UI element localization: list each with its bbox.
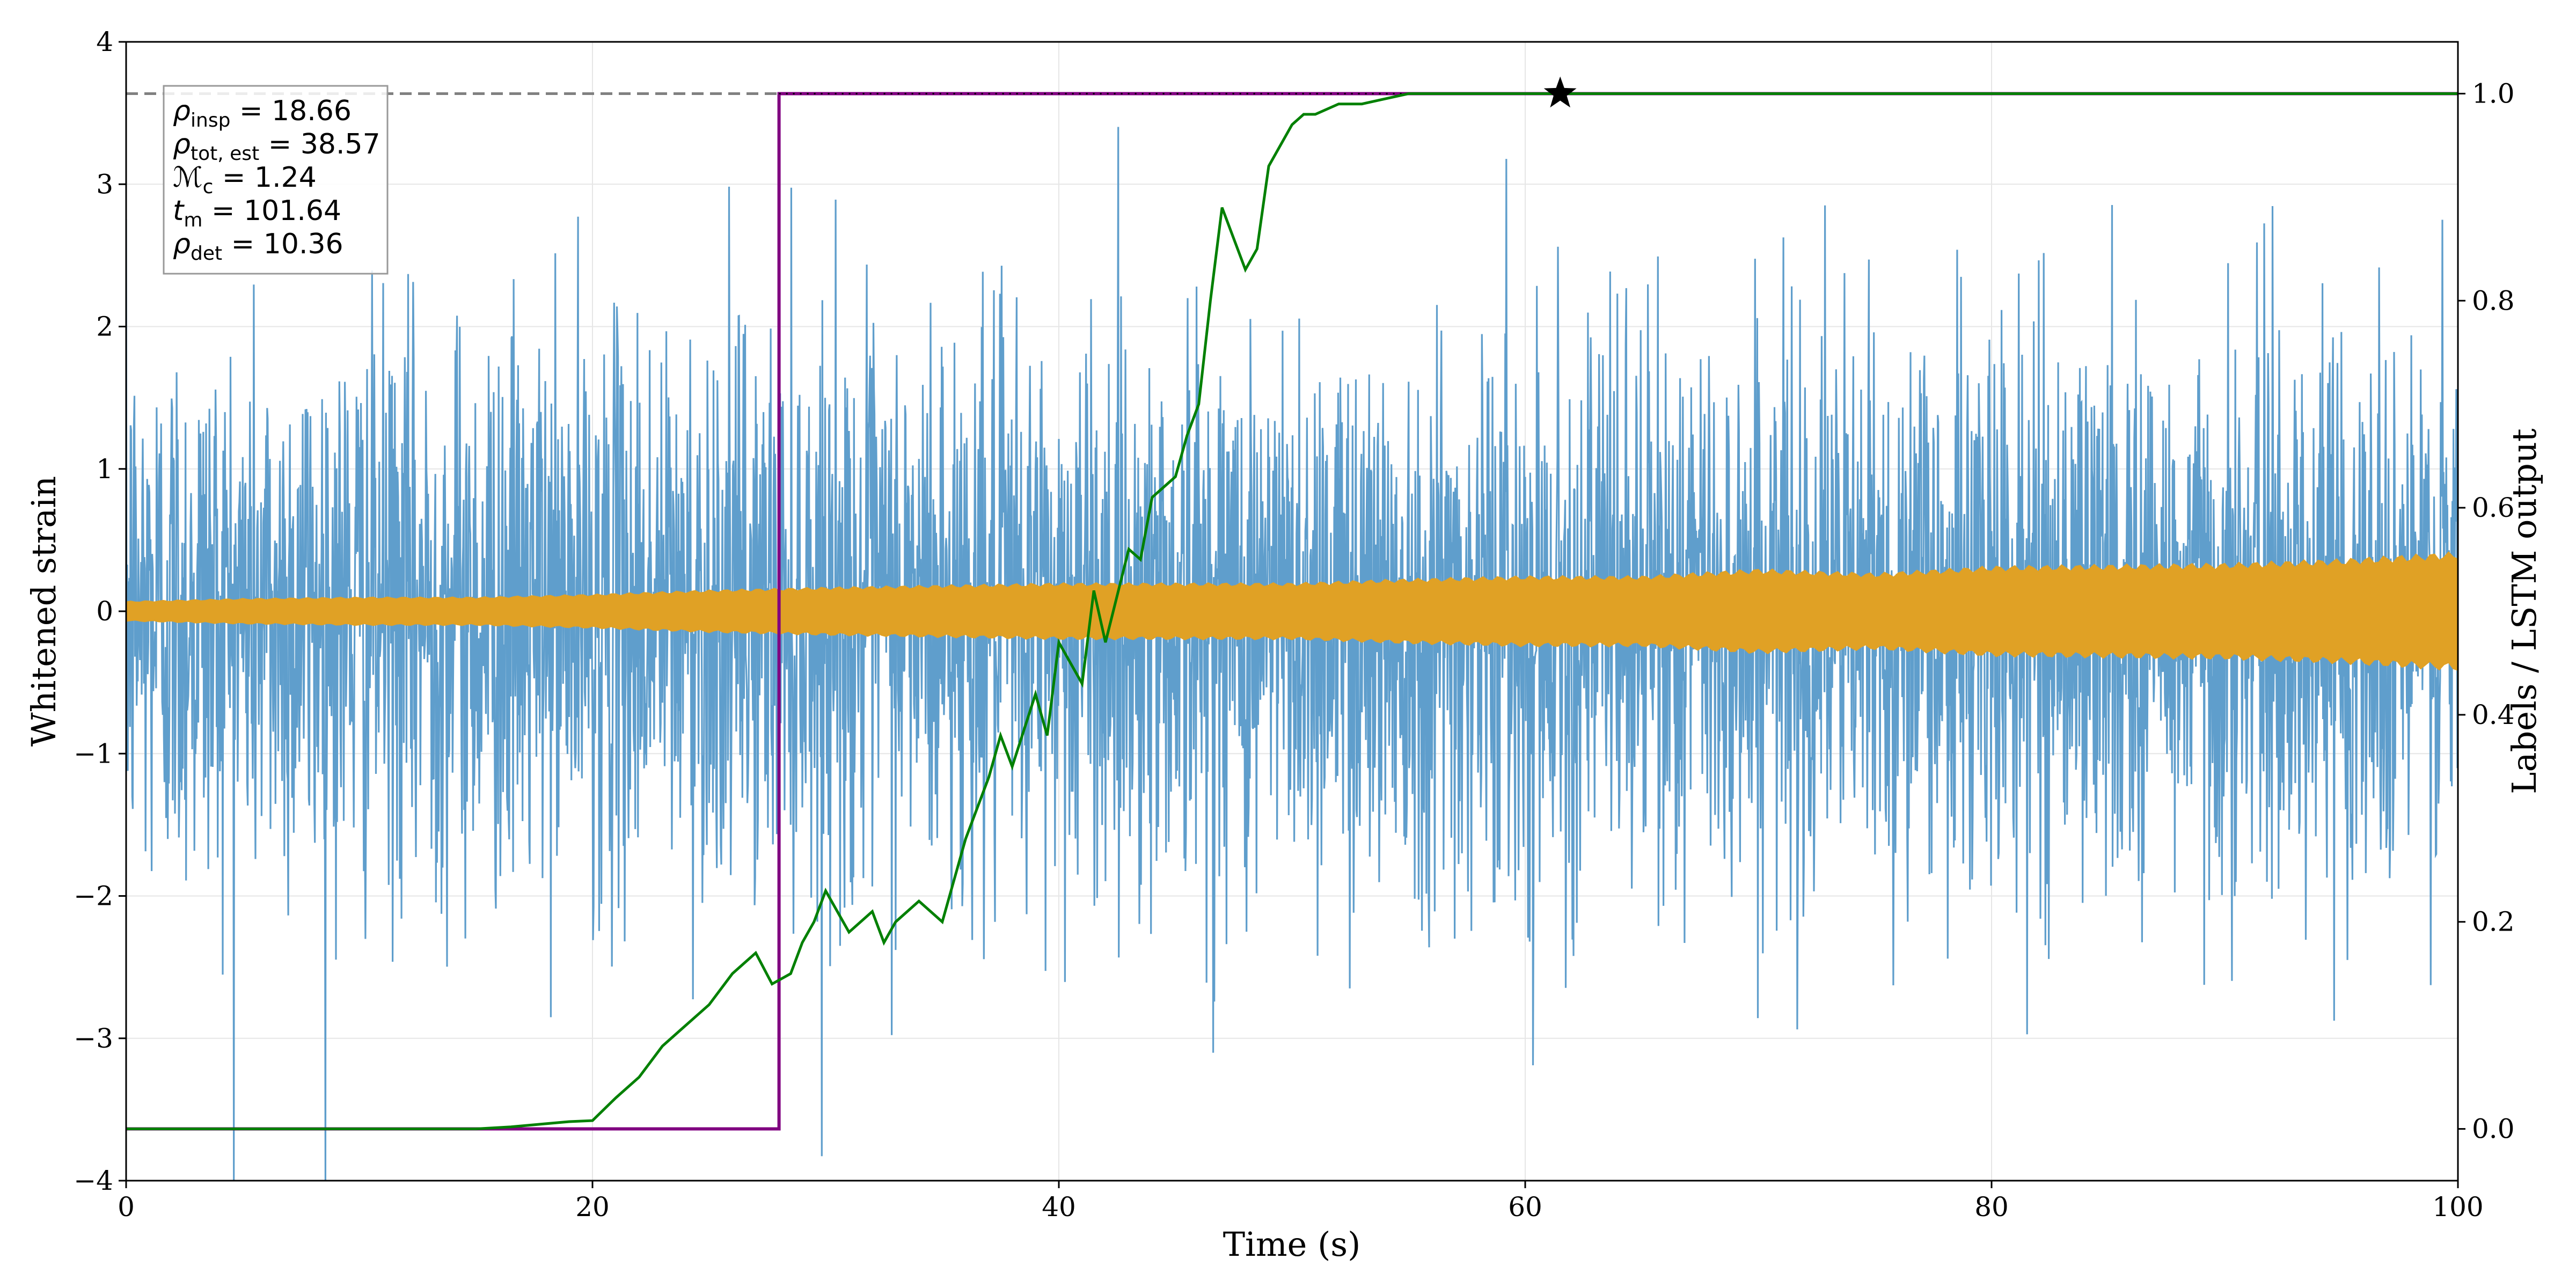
right-y-tick-label: 0.6 [2472,492,2515,523]
x-axis-label: Time (s) [1223,1225,1361,1264]
axis-ticks: 0 20 40 60 80 100 −4 −3 −2 −1 0 1 2 3 4 0.0 0.2 0.4 0.6 0.8… [74,26,2514,1223]
y-tick-label: −2 [74,881,113,912]
y-tick-label: −1 [74,738,113,769]
annotation-line: ρdet = 10.36 [173,228,343,265]
y-axis-label: Whitened strain [24,476,63,747]
x-tick-label: 40 [1042,1191,1076,1223]
right-y-tick-label: 0.2 [2472,906,2515,938]
right-y-tick-label: 0.4 [2472,699,2515,730]
y-tick-label: −4 [74,1165,113,1196]
right-y-tick-label: 0.0 [2472,1114,2515,1145]
x-tick-label: 100 [2432,1191,2483,1223]
x-tick-label: 80 [1974,1191,2009,1223]
annotation-frame [163,85,389,275]
x-tick-label: 20 [575,1191,610,1223]
x-tick-label: 0 [118,1191,135,1223]
y-tick-label: 2 [96,311,113,342]
annotation-line: tm = 101.64 [173,195,341,231]
detection-star-marker [1543,76,1577,108]
series-signal-chirp [126,551,2458,671]
y-tick-label: 0 [96,596,113,627]
series-lstm-output [126,92,2458,1130]
annotation-line: ρtot, est = 38.57 [173,128,380,165]
right-y-tick-label: 0.8 [2472,285,2515,316]
right-y-axis-label: Labels / LSTM output [2505,428,2544,794]
annotation-line: ρinsp = 18.66 [173,95,352,131]
y-tick-label: 1 [96,453,113,485]
plot-area [126,76,2458,1181]
right-y-tick-label: 1.0 [2472,78,2515,109]
x-tick-label: 60 [1508,1191,1542,1223]
annotation-line: ℳc = 1.24 [173,162,317,198]
y-tick-label: 3 [96,169,113,200]
y-tick-label: −3 [74,1023,113,1054]
y-tick-label: 4 [96,26,113,57]
